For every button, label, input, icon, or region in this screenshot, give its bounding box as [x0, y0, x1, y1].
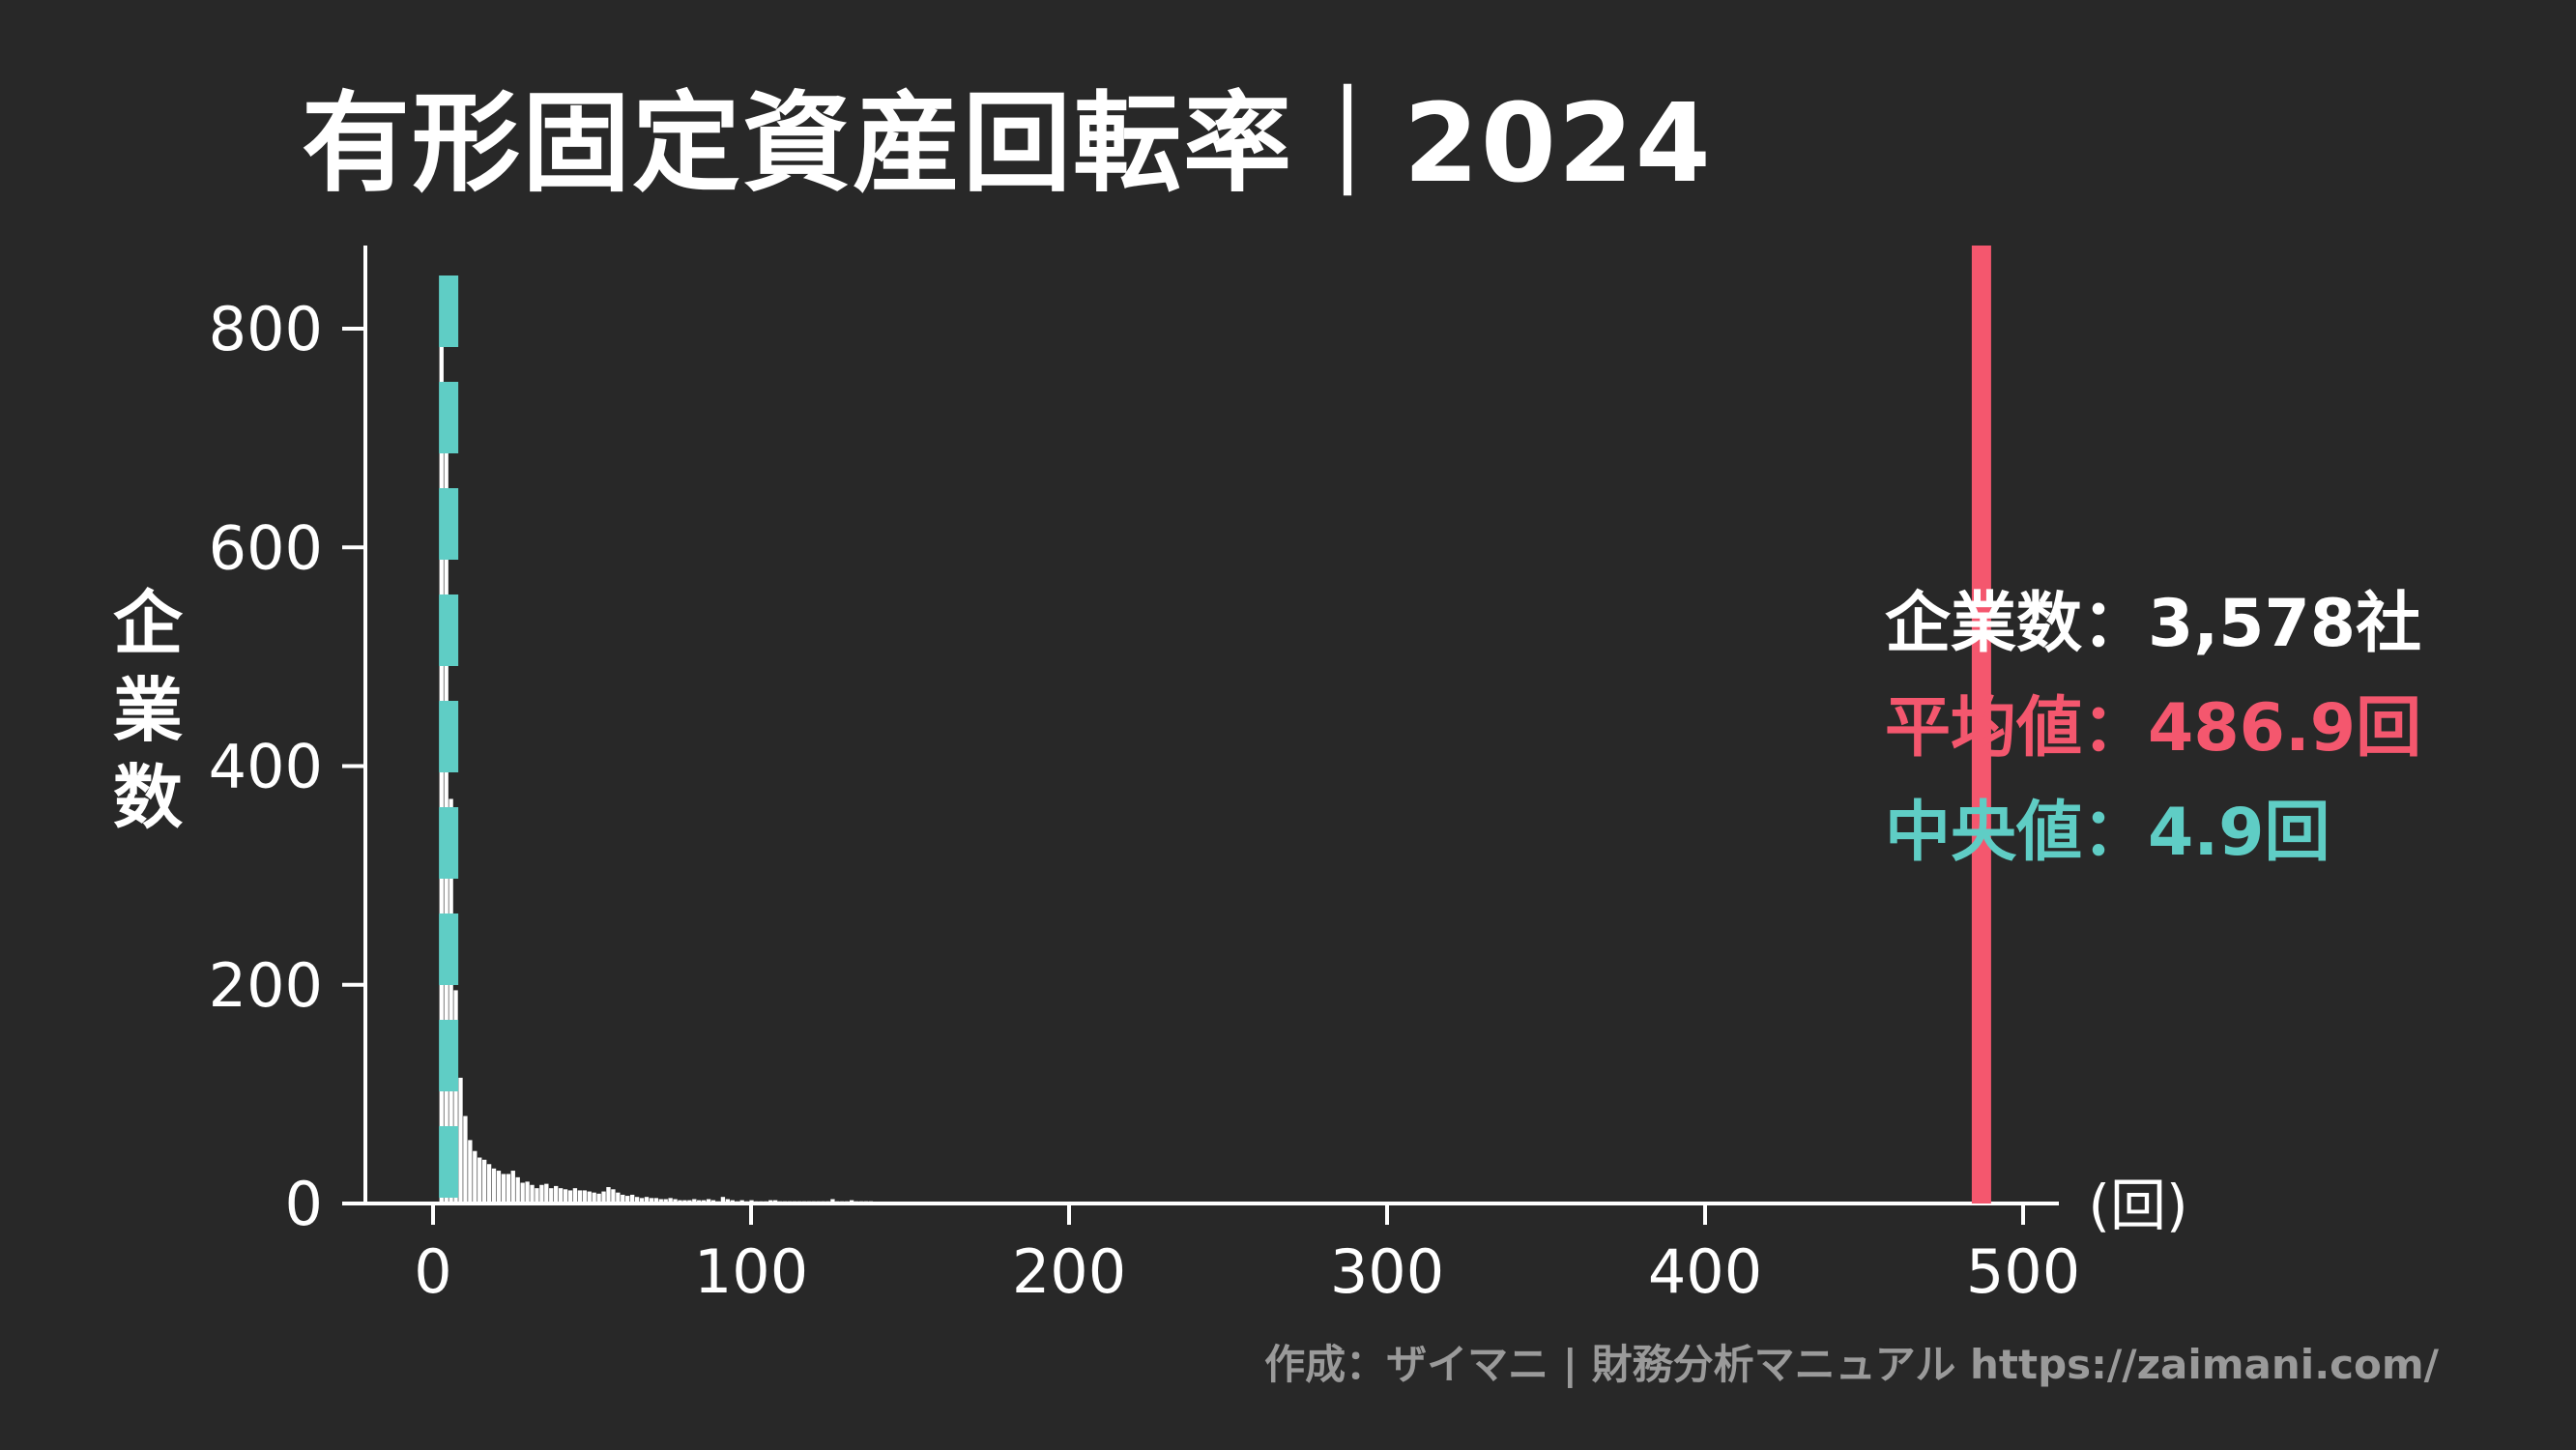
histogram-bar	[506, 1174, 511, 1204]
stat-mean-label: 平均値	[1885, 690, 2083, 767]
histogram-bar	[535, 1188, 539, 1204]
x-tick-label: 0	[414, 1236, 451, 1307]
histogram-bar	[449, 798, 453, 1204]
x-tick-label: 500	[1966, 1236, 2080, 1307]
histogram-bar	[572, 1188, 578, 1204]
y-axis-label: 企 業 数	[104, 580, 191, 841]
y-axis-label-char: 企	[112, 583, 183, 664]
stat-count-value: 3,578社	[2148, 586, 2422, 662]
histogram-bar	[544, 1183, 549, 1204]
histogram-bar	[639, 1198, 645, 1204]
x-tick-label: 100	[694, 1236, 808, 1307]
chart-title: 有形固定資産回転率｜2024	[302, 81, 1713, 207]
histogram-bars	[439, 296, 874, 1204]
histogram-bar	[558, 1188, 564, 1204]
histogram-bar	[554, 1185, 559, 1204]
histogram-bar	[720, 1197, 726, 1204]
histogram-bar	[491, 1168, 497, 1204]
histogram-bar	[582, 1190, 587, 1204]
histogram-bar	[606, 1187, 611, 1204]
credit-text: 作成：ザイマニ | 財務分析マニュアル https://zaimani.com/	[1264, 1341, 2439, 1388]
histogram-bar	[725, 1199, 731, 1204]
histogram-bar	[496, 1171, 502, 1204]
y-tick-label: 200	[209, 950, 323, 1021]
histogram-bar	[830, 1199, 835, 1204]
histogram-bar	[596, 1193, 601, 1204]
histogram-bar	[611, 1189, 616, 1204]
histogram-bar	[520, 1182, 525, 1204]
x-tick-label: 400	[1648, 1236, 1762, 1307]
stat-median: 中央値：4.9回	[1885, 781, 2421, 885]
stat-median-label: 中央値	[1885, 795, 2083, 871]
stat-separator: ：	[2082, 586, 2149, 662]
stat-mean: 平均値：486.9回	[1885, 677, 2421, 781]
histogram-bar	[658, 1199, 663, 1204]
histogram-bar	[629, 1194, 635, 1204]
histogram-bar	[473, 1150, 478, 1204]
histogram-bar	[621, 1194, 625, 1204]
histogram-bar	[673, 1199, 678, 1204]
histogram-bar	[510, 1171, 515, 1204]
histogram-bar	[668, 1198, 673, 1204]
histogram-bar	[453, 990, 458, 1204]
stat-median-value: 4.9回	[2148, 795, 2330, 871]
x-unit-label: (回)	[2088, 1173, 2187, 1238]
histogram-bar	[468, 1140, 473, 1204]
histogram-bar	[625, 1196, 630, 1204]
y-axis-label-char: 数	[112, 757, 183, 838]
histogram-bar	[478, 1157, 482, 1204]
summary-stats: 企業数：3,578社 平均値：486.9回 中央値：4.9回	[1885, 572, 2421, 885]
histogram-bar	[549, 1188, 554, 1204]
histogram-bar	[539, 1184, 544, 1204]
histogram-bar	[563, 1189, 568, 1204]
stat-separator: ：	[2082, 690, 2149, 767]
histogram-bar	[486, 1164, 492, 1204]
histogram-bar	[530, 1184, 535, 1204]
histogram-bar	[644, 1197, 650, 1204]
histogram-bar	[663, 1199, 668, 1204]
reference-lines	[439, 246, 1991, 1204]
histogram-bar	[616, 1192, 621, 1204]
y-tick-label: 0	[285, 1169, 323, 1239]
histogram-bar	[592, 1192, 596, 1204]
histogram-bar	[692, 1199, 697, 1204]
stat-count-label: 企業数	[1885, 586, 2083, 662]
histogram-bar	[653, 1198, 658, 1204]
stat-separator: ：	[2082, 795, 2149, 871]
histogram-bar	[515, 1176, 520, 1204]
histogram-bar	[706, 1199, 711, 1204]
histogram-bar	[458, 1077, 463, 1204]
stat-count: 企業数：3,578社	[1885, 572, 2421, 677]
x-tick-label: 300	[1330, 1236, 1444, 1307]
y-tick-label: 400	[209, 732, 323, 802]
histogram-bar	[525, 1181, 530, 1204]
stat-mean-value: 486.9回	[2148, 690, 2422, 767]
histogram-bar	[587, 1191, 592, 1204]
histogram-bar	[601, 1191, 606, 1204]
histogram-bar	[634, 1197, 640, 1204]
x-tick-label: 200	[1012, 1236, 1126, 1307]
histogram-bar	[481, 1159, 487, 1204]
y-tick-label: 800	[209, 294, 323, 364]
histogram-bar	[463, 1116, 468, 1204]
histogram-bar	[567, 1190, 573, 1204]
histogram-bar	[577, 1190, 583, 1204]
axes: 0 200 400 600 800 0 100 200 300 400 500(回)	[209, 246, 2188, 1307]
y-axis-label-char: 業	[112, 670, 183, 751]
y-tick-label: 600	[209, 512, 323, 583]
histogram-bar	[649, 1198, 654, 1204]
histogram-bar	[501, 1174, 507, 1204]
